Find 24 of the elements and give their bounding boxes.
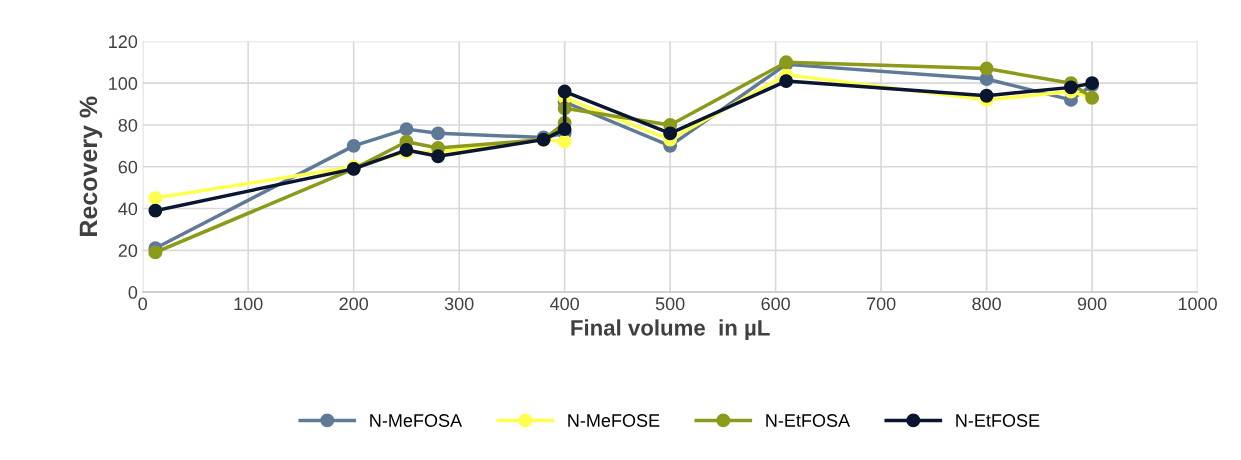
legend-label: N-MeFOSA — [370, 414, 463, 427]
y-axis-title: Recovery % — [79, 96, 103, 236]
x-axis-title: Final volume in µL — [571, 319, 770, 341]
x-tick-label: 800 — [972, 297, 1001, 311]
y-tick-label: 80 — [118, 118, 138, 132]
legend-label: N-EtFOSE — [956, 414, 1040, 427]
x-tick-label: 100 — [234, 297, 263, 311]
y-tick-label: 20 — [118, 244, 138, 258]
x-tick-label: 400 — [550, 297, 580, 311]
y-tick-label: 40 — [118, 202, 138, 216]
y-tick-label: 0 — [128, 286, 138, 299]
x-tick-label: 900 — [1077, 297, 1107, 311]
y-tick-label: 60 — [118, 160, 138, 174]
x-tick-label: 700 — [866, 297, 896, 311]
x-tick-label: 600 — [761, 297, 790, 311]
x-tick-label: 300 — [444, 297, 474, 311]
x-tick-label: 200 — [339, 297, 369, 311]
x-tick-label: 500 — [655, 297, 685, 311]
y-tick-label: 120 — [109, 35, 138, 49]
legend-label: N-EtFOSA — [766, 414, 851, 427]
y-tick-label: 100 — [109, 77, 138, 90]
x-tick-label: 0 — [138, 297, 148, 311]
x-tick-label: 1000 — [1178, 297, 1217, 311]
legend-label: N-MeFOSE — [568, 414, 660, 427]
